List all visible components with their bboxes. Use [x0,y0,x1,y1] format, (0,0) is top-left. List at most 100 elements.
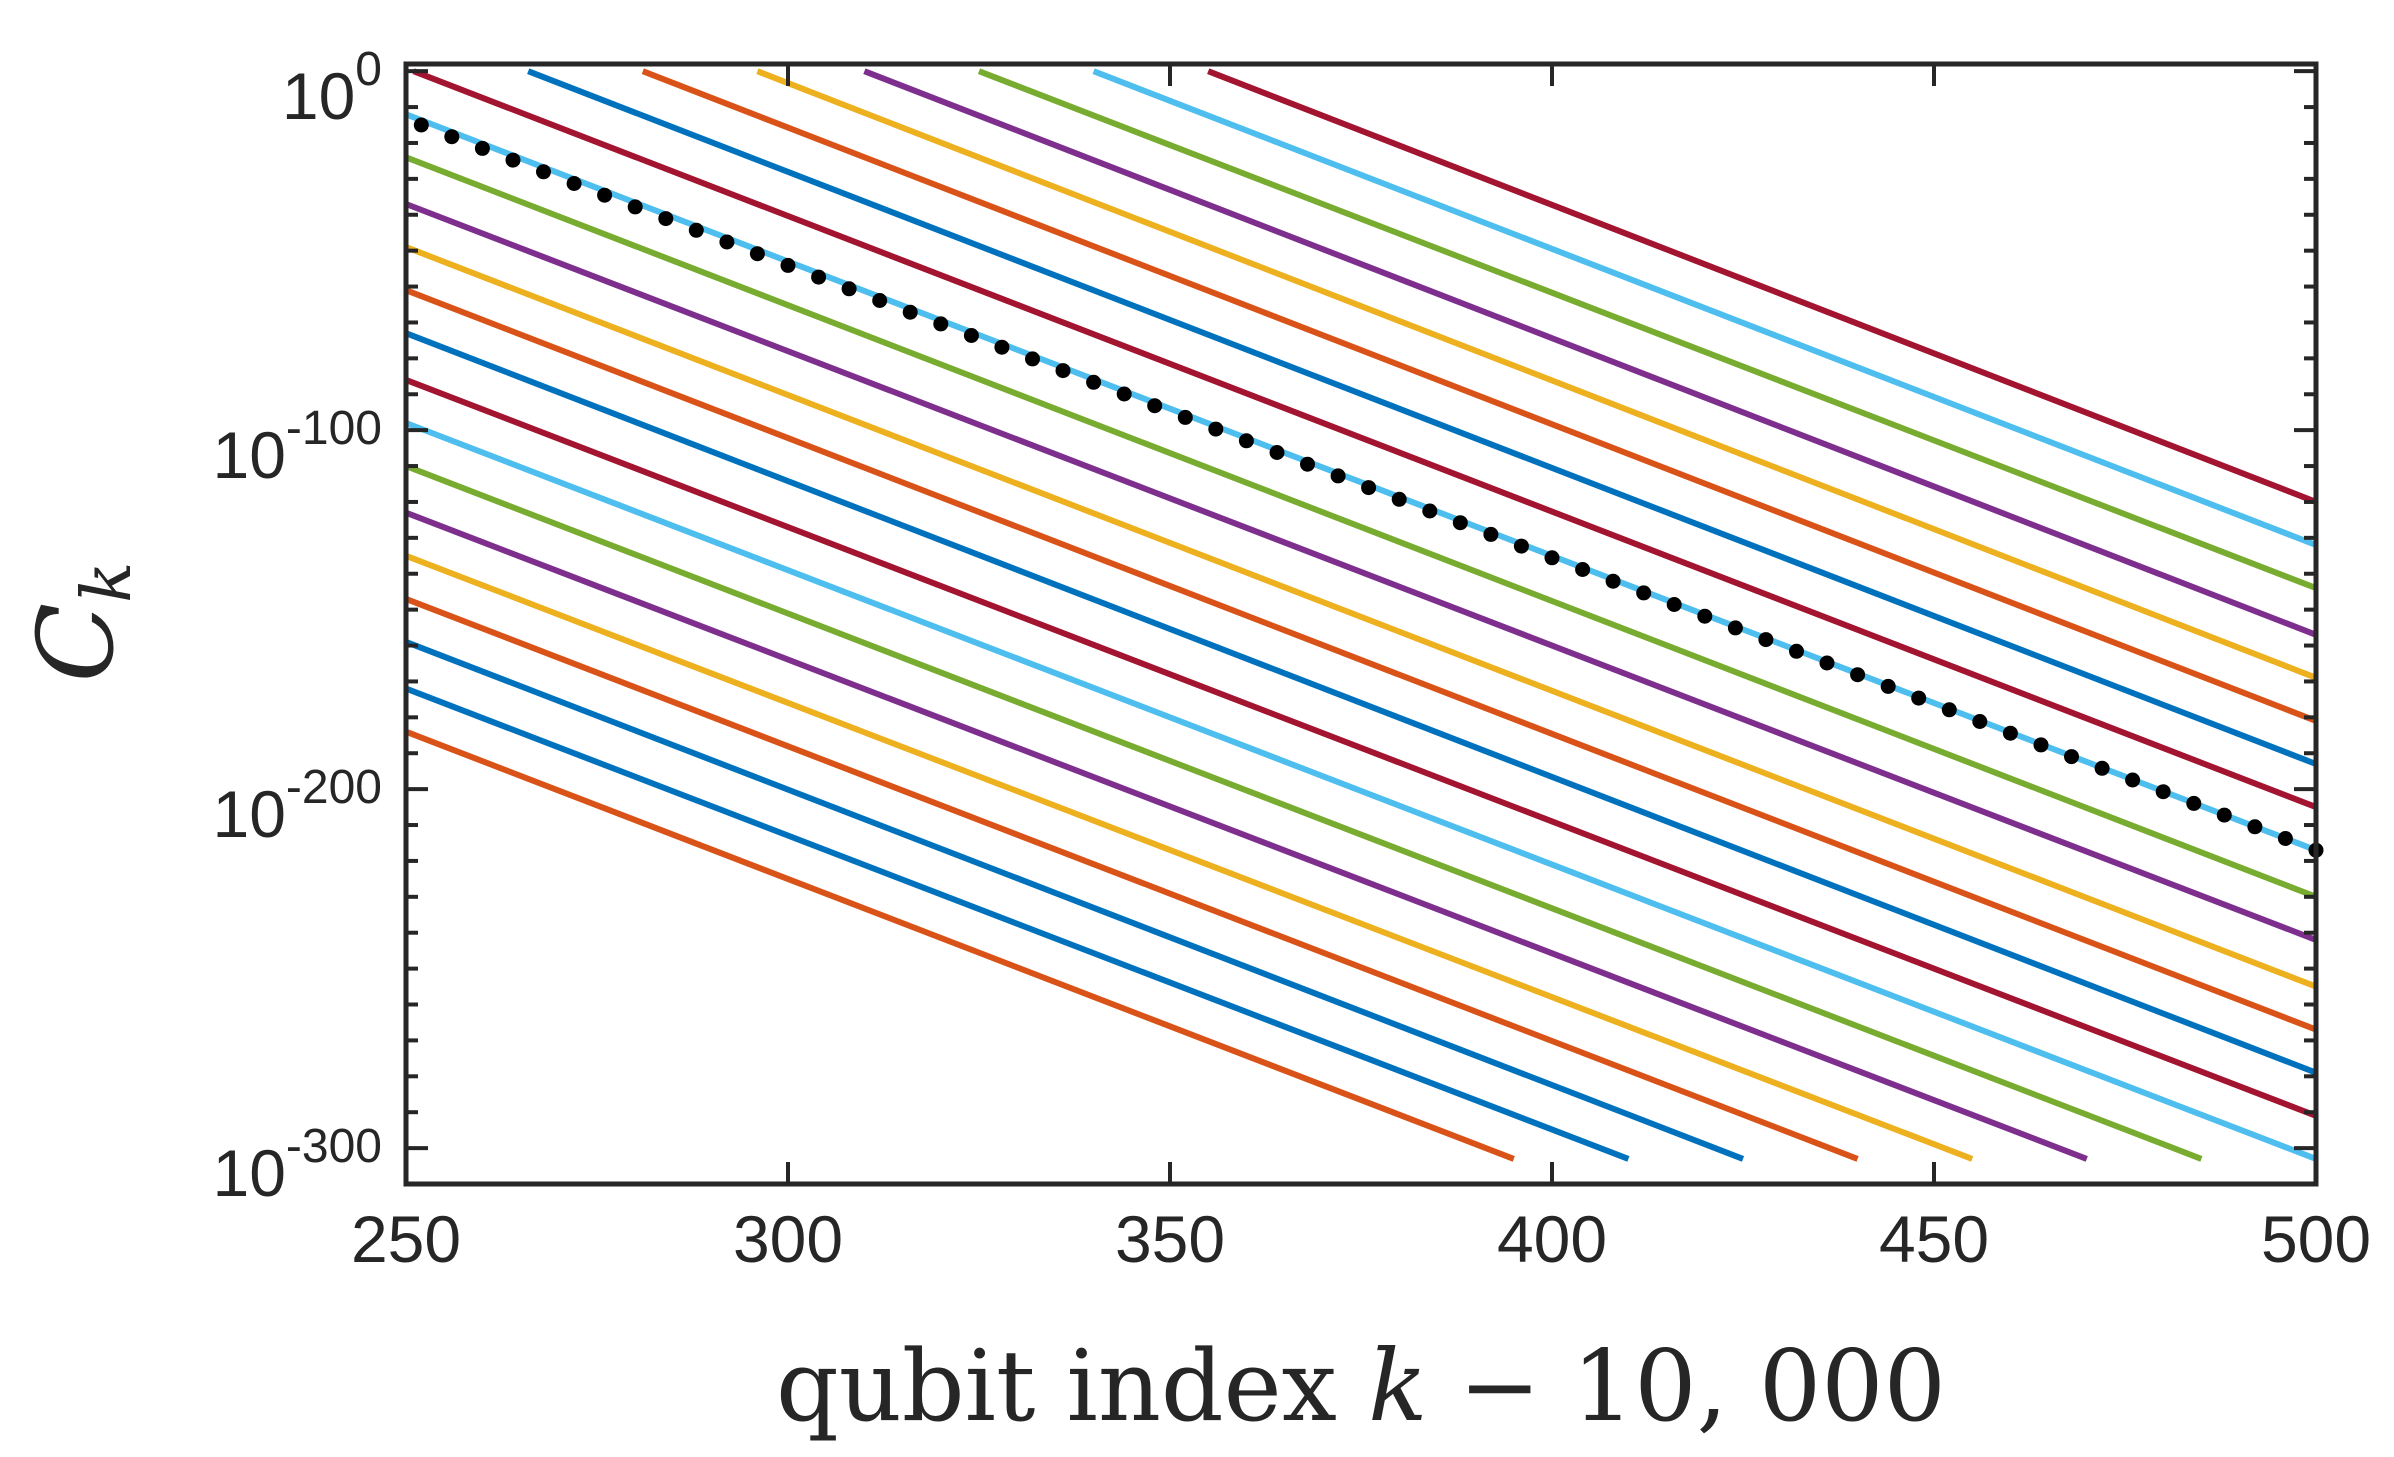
reference-dot [1147,398,1163,414]
reference-dot [1300,456,1315,472]
y-tick-label: 10-200 [213,761,383,851]
x-tick-label: 350 [1115,1202,1225,1276]
y-tick-label: 10-100 [213,402,383,492]
reference-dot [1361,480,1377,496]
series-line-20 [404,596,1859,1162]
y-tick-label-base: 10 [213,777,286,851]
series-line-16 [404,420,2318,1162]
reference-dot [1391,491,1407,507]
y-tick-label-exponent: -300 [286,1120,382,1173]
y-tick-label-exponent: -100 [286,402,382,455]
series-line-6 [641,68,2318,724]
reference-dot [2002,725,2018,741]
reference-dot [872,293,888,308]
series-line-18 [404,509,2088,1162]
reference-dot [994,339,1010,355]
reference-dot [688,222,704,238]
reference-dot [1422,503,1438,519]
reference-dot [2155,784,2171,800]
reference-dot [1269,445,1285,460]
reference-dot [1819,655,1835,671]
reference-dot [1727,620,1743,636]
reference-dot [1483,526,1499,542]
series-line-10 [404,154,2318,900]
x-tick-label: 250 [351,1202,461,1276]
reference-dot [597,187,613,203]
reference-dot [1513,538,1529,554]
reference-dot [2277,831,2293,846]
y-tick-label: 100 [282,43,382,133]
series-line-13 [404,287,2318,1033]
reference-dot [1941,702,1957,718]
reference-dot [1025,351,1040,367]
series-line-7 [527,68,2318,767]
reference-dot [1758,632,1774,648]
x-axis-label: qubit index k − 10, 000 [776,1330,1946,1444]
reference-dot [1636,585,1652,601]
reference-dot [1972,714,1988,729]
reference-dot [536,164,551,180]
reference-dot [566,176,582,191]
series-line-12 [404,244,2318,990]
series-line-23 [404,728,1515,1162]
reference-dot [1116,386,1132,402]
reference-dot [413,117,429,133]
series-line-1 [1207,68,2318,505]
reference-dot [2216,807,2232,823]
x-tick-label: 400 [1497,1202,1607,1276]
y-tick-label: 10-300 [213,1120,383,1210]
reference-dot [1238,433,1254,449]
reference-dot [1666,597,1682,612]
reference-dot [719,234,735,250]
series-line-17 [404,463,2203,1162]
x-axis-label-variable: k [1368,1330,1427,1444]
series-line-3 [977,68,2318,591]
reference-dot [1330,468,1346,484]
series-line-11 [404,201,2318,943]
y-tick-label-base: 10 [213,1136,286,1210]
x-axis-label-rest: − 10, 000 [1427,1330,1945,1444]
y-axis-label: Ck [15,562,147,683]
reference-dot [1850,667,1866,683]
reference-dot [1055,363,1071,379]
reference-dot [2094,760,2110,776]
series-line-2 [1092,68,2318,548]
reference-dot [1880,678,1896,694]
reference-dot [1208,421,1224,437]
y-tick-label-exponent: 0 [355,43,382,96]
series-line-14 [404,330,2318,1076]
reference-dot [1697,608,1713,624]
reference-dot [963,328,979,343]
reference-dot [474,140,490,156]
series-line-21 [404,639,1745,1162]
series-line-4 [863,68,2318,638]
reference-dot [1452,515,1468,531]
reference-dot [811,269,827,285]
y-axis-label-symbol: C [15,603,137,683]
reference-dot [1086,374,1102,390]
plot-background [406,64,2316,1184]
reference-dot [2125,772,2141,788]
x-tick-label: 300 [733,1202,843,1276]
reference-dot [658,211,674,227]
x-tick-label: 500 [2261,1202,2371,1276]
reference-dot [2186,795,2202,811]
reference-dot [627,199,643,215]
series-line-8 [412,68,2318,810]
series-line-22 [404,685,1630,1162]
reference-dot [933,316,949,332]
y-tick-label-base: 10 [213,418,286,492]
reference-dot [1575,562,1591,577]
reference-dot [2033,737,2049,753]
reference-dot [749,246,765,262]
series-line-15 [404,377,2318,1119]
series-line-5 [756,68,2318,681]
y-axis-label-subscript: k [68,562,147,603]
x-tick-label: 450 [1879,1202,1989,1276]
reference-dots-layer [413,117,2324,858]
plot-frame [403,61,2319,1187]
reference-dot [2247,819,2263,835]
reference-dot [444,129,460,145]
